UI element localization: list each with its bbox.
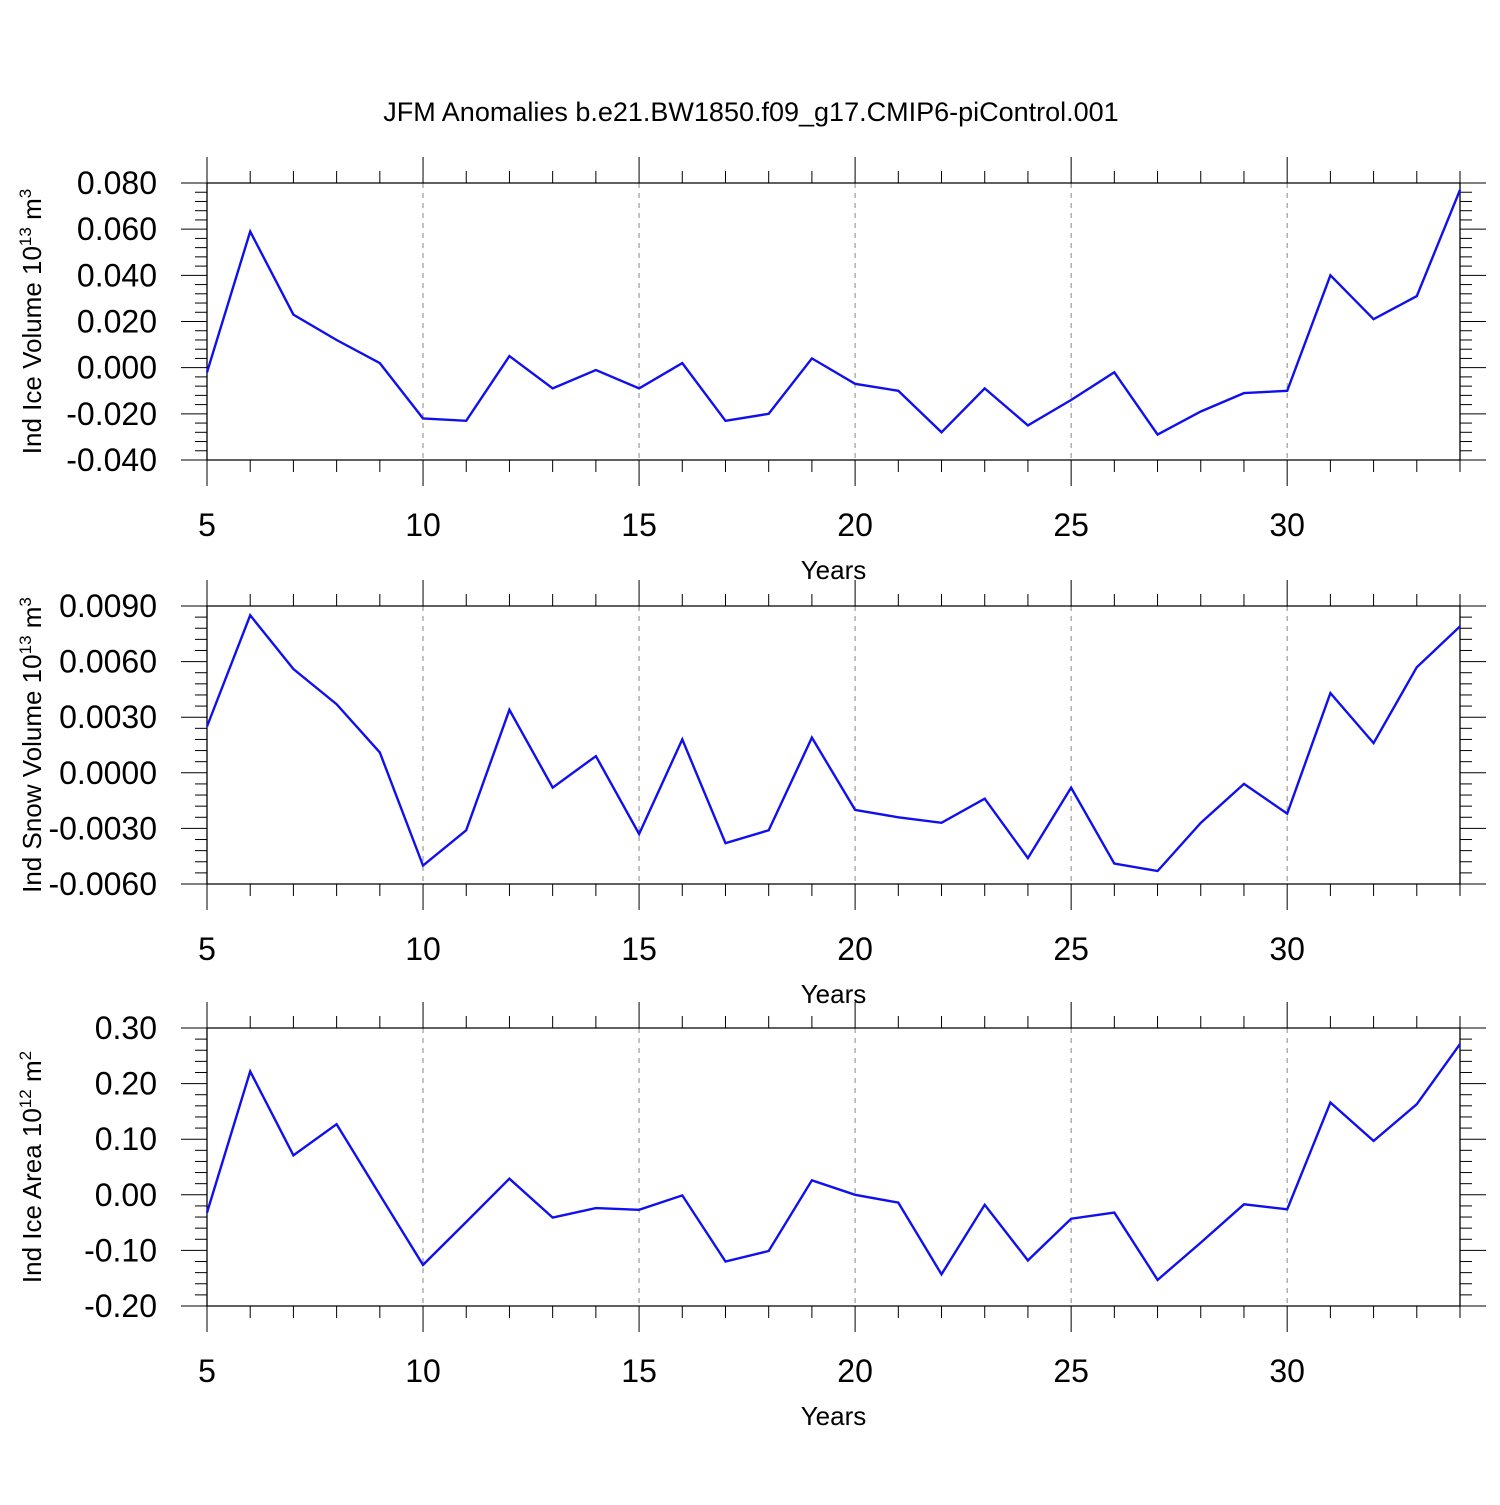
series-line xyxy=(205,612,1461,873)
y-tick-label: 0.0000 xyxy=(59,755,157,791)
x-tick-label: 10 xyxy=(405,507,441,543)
chart-title: JFM Anomalies b.e21.BW1850.f09_g17.CMIP6… xyxy=(383,97,1118,127)
x-axis-title: Years xyxy=(801,1401,867,1431)
y-tick-label: -0.10 xyxy=(84,1232,157,1268)
x-tick-label: 20 xyxy=(837,931,873,967)
x-tick-label: 25 xyxy=(1053,931,1089,967)
x-tick-label: 25 xyxy=(1053,507,1089,543)
x-tick-label: 25 xyxy=(1053,1353,1089,1389)
y-axis-title: Ind Ice Area 1012 m2 xyxy=(16,1051,47,1283)
y-axis-title-exponent: 12 xyxy=(16,1089,35,1108)
y-axis-title-unit-exponent: 2 xyxy=(16,1051,35,1060)
y-tick-label: -0.0030 xyxy=(48,810,157,846)
y-axis-title-exponent: 13 xyxy=(16,227,35,246)
panel-1: 5 10 15 20 25 30 -0.040 -0.020 0.000 0.020 0.040 0.… xyxy=(16,157,1486,585)
panels: 5 10 15 20 25 30-0.040-0.0200.0000.0200.0400.… xyxy=(16,157,1486,1431)
y-tick-label: -0.0060 xyxy=(48,866,157,902)
series-line xyxy=(205,1043,1461,1282)
y-tick-label: 0.00 xyxy=(95,1177,157,1213)
y-tick-label: 0.060 xyxy=(77,211,157,247)
y-tick-label: -0.040 xyxy=(66,442,157,478)
x-axis-title: Years xyxy=(801,555,867,585)
x-tick-label: 30 xyxy=(1269,507,1305,543)
y-tick-label: 0.20 xyxy=(95,1066,157,1102)
x-tick-label: 5 xyxy=(198,931,216,967)
y-axis-title-main: Ind Ice Area 10 xyxy=(17,1108,47,1283)
y-axis-title-main: Ind Ice Volume 10 xyxy=(17,246,47,454)
x-axis-title: Years xyxy=(801,979,867,1009)
y-tick-label: -0.020 xyxy=(66,396,157,432)
y-tick-label: -0.20 xyxy=(84,1288,157,1324)
x-tick-label: 10 xyxy=(405,931,441,967)
x-tick-label: 5 xyxy=(198,1353,216,1389)
y-axis-title: Ind Snow Volume 1013 m3 xyxy=(16,597,47,893)
y-axis-title-unit: m xyxy=(17,1060,47,1089)
panel-2: 5 10 15 20 25 30 -0.0060 -0.0030 0.0000 0.0030 0.0… xyxy=(16,580,1486,1009)
x-tick-label: 10 xyxy=(405,1353,441,1389)
y-axis-title-unit: m xyxy=(17,198,47,227)
y-tick-label: 0.0060 xyxy=(59,644,157,680)
y-axis-title-unit-exponent: 3 xyxy=(16,597,35,606)
y-tick-label: 0.0030 xyxy=(59,699,157,735)
y-tick-label: 0.000 xyxy=(77,350,157,386)
x-tick-label: 30 xyxy=(1269,931,1305,967)
x-tick-label: 5 xyxy=(198,507,216,543)
x-tick-label: 15 xyxy=(621,931,657,967)
y-axis-title-exponent: 13 xyxy=(16,635,35,654)
y-tick-label: 0.080 xyxy=(77,165,157,201)
panel-3: 5 10 15 20 25 30 -0.20 -0.10 0.00 0.10 0.20 0.30 Yea… xyxy=(16,1002,1486,1431)
y-tick-label: 0.10 xyxy=(95,1121,157,1157)
x-tick-label: 15 xyxy=(621,1353,657,1389)
y-axis-title: Ind Ice Volume 1013 m3 xyxy=(16,189,47,454)
y-tick-label: 0.040 xyxy=(77,257,157,293)
x-tick-label: 15 xyxy=(621,507,657,543)
y-tick-label: 0.020 xyxy=(77,304,157,340)
y-axis-title-unit-exponent: 3 xyxy=(16,189,35,198)
x-tick-label: 20 xyxy=(837,507,873,543)
y-tick-label: 0.30 xyxy=(95,1010,157,1046)
x-tick-label: 20 xyxy=(837,1353,873,1389)
y-tick-label: 0.0090 xyxy=(59,588,157,624)
y-axis-title-unit: m xyxy=(17,607,47,636)
y-axis-title-main: Ind Snow Volume 10 xyxy=(17,654,47,893)
x-tick-label: 30 xyxy=(1269,1353,1305,1389)
series-line xyxy=(205,189,1462,437)
